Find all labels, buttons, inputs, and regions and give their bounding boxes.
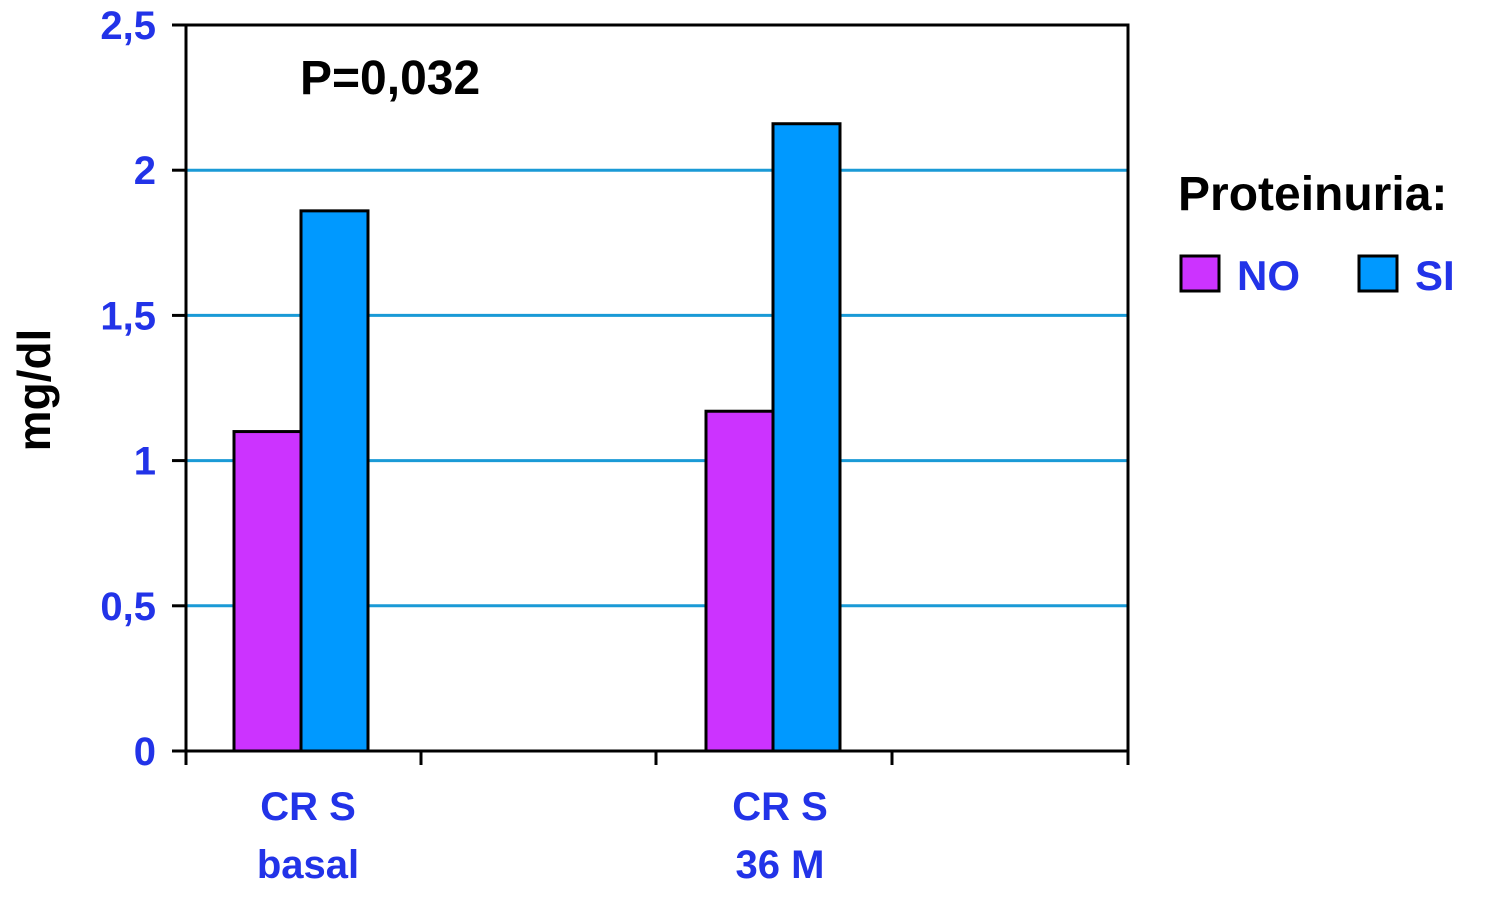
x-category-label: 36 M: [736, 843, 825, 887]
legend-swatch-no: [1179, 254, 1221, 293]
y-tick-label: 2: [134, 149, 156, 193]
y-tick-label: 0: [134, 730, 156, 774]
y-axis-label: mg/dl: [8, 329, 60, 452]
legend-label-no: NO: [1237, 252, 1300, 299]
y-tick-label: 2,5: [100, 4, 156, 48]
p-value-annotation: P=0,032: [300, 52, 480, 105]
y-tick-label: 1: [134, 440, 156, 484]
legend-swatch-si: [1357, 254, 1399, 293]
legend: Proteinuria: NO SI: [1178, 168, 1455, 299]
x-category-label: basal: [257, 843, 359, 887]
bar-si-0: [299, 209, 370, 753]
bar-no-0: [232, 430, 303, 753]
bars: [232, 122, 842, 753]
bar-si-1: [771, 122, 842, 753]
y-tick-label: 1,5: [100, 294, 156, 338]
y-tick-label: 0,5: [100, 585, 156, 629]
y-tick-labels: 0 0,5 1 1,5 2 2,5: [100, 4, 156, 774]
x-category-label: CR S: [260, 785, 356, 829]
x-category-labels: CR S basal CR S 36 M: [257, 785, 828, 887]
legend-title: Proteinuria:: [1178, 168, 1447, 221]
bar-no-1: [704, 409, 775, 753]
axes: [172, 23, 1130, 765]
legend-label-si: SI: [1415, 252, 1455, 299]
x-category-label: CR S: [732, 785, 828, 829]
legend-items: NO SI: [1179, 252, 1455, 299]
